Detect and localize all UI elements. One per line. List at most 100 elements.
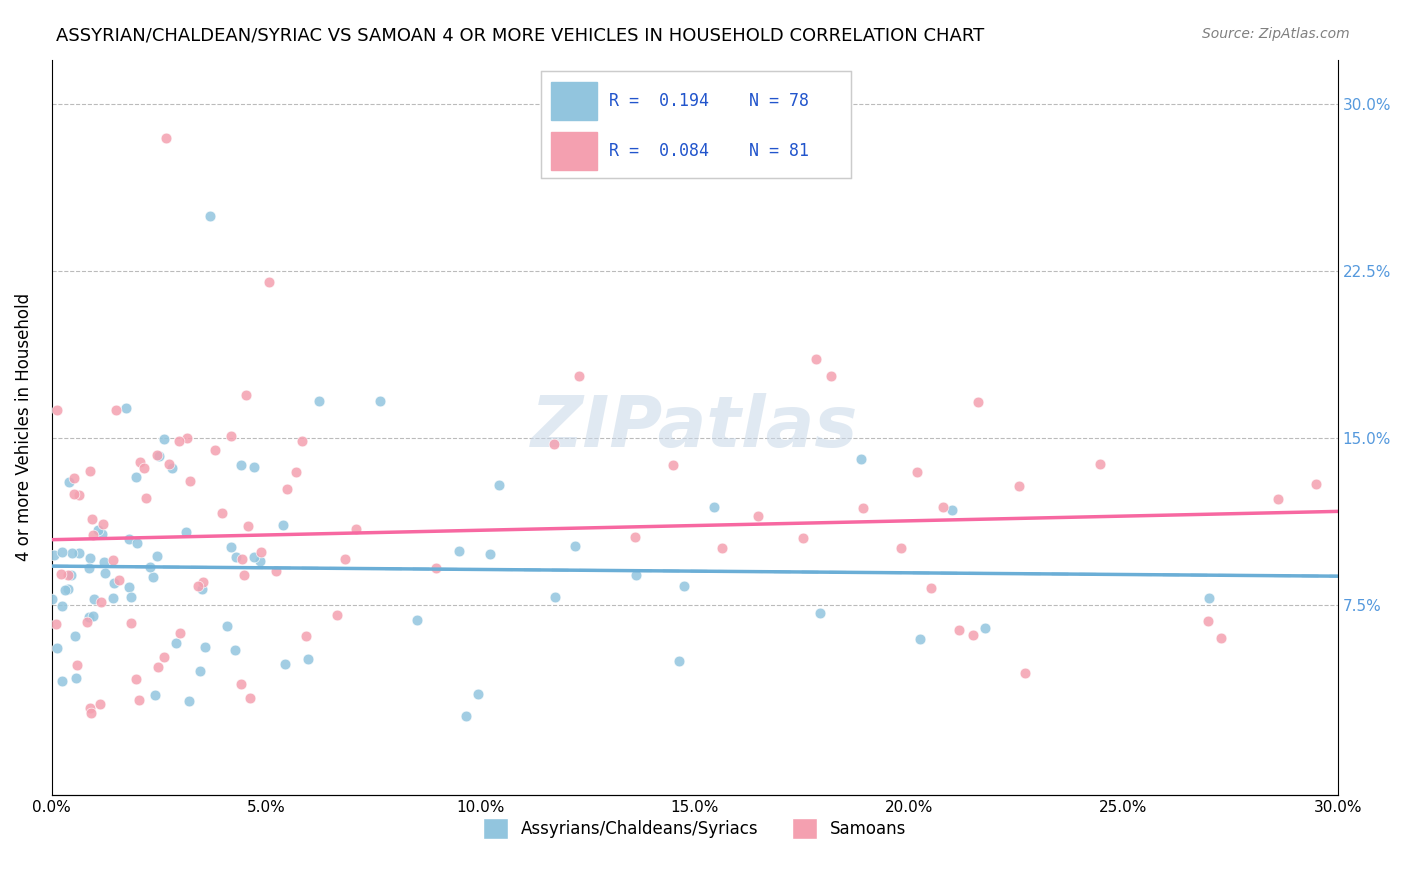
- Point: [45, 402, 67, 417]
- Point: [294, 629, 316, 643]
- Point: [243, 459, 266, 474]
- Text: Source: ZipAtlas.com: Source: ZipAtlas.com: [1202, 27, 1350, 41]
- Point: [118, 580, 141, 594]
- Point: [543, 591, 565, 605]
- Point: [890, 541, 912, 556]
- Point: [58, 475, 80, 490]
- Point: [157, 458, 180, 472]
- Point: [568, 369, 591, 384]
- Point: [82, 609, 104, 624]
- Point: [291, 434, 314, 448]
- Text: ZIPatlas: ZIPatlas: [531, 392, 859, 462]
- Point: [167, 434, 190, 449]
- Point: [1014, 666, 1036, 681]
- Point: [153, 433, 176, 447]
- Point: [668, 654, 690, 668]
- Point: [849, 451, 872, 466]
- Point: [232, 568, 254, 582]
- Point: [188, 664, 211, 678]
- Point: [447, 543, 470, 558]
- Point: [1008, 478, 1031, 492]
- Point: [808, 606, 831, 620]
- Point: [53, 583, 76, 598]
- Point: [624, 530, 647, 544]
- Point: [120, 590, 142, 604]
- Text: ASSYRIAN/CHALDEAN/SYRIAC VS SAMOAN 4 OR MORE VEHICLES IN HOUSEHOLD CORRELATION C: ASSYRIAN/CHALDEAN/SYRIAC VS SAMOAN 4 OR …: [56, 27, 984, 45]
- Point: [165, 636, 187, 650]
- Point: [219, 541, 242, 555]
- Point: [146, 549, 169, 564]
- Point: [974, 621, 997, 635]
- Point: [80, 706, 103, 721]
- Point: [308, 394, 330, 409]
- Point: [65, 629, 87, 643]
- Point: [425, 561, 447, 575]
- Point: [673, 579, 696, 593]
- Point: [948, 624, 970, 638]
- Point: [143, 688, 166, 702]
- Point: [250, 545, 273, 559]
- Text: R =  0.194    N = 78: R = 0.194 N = 78: [609, 93, 810, 111]
- Point: [49, 566, 72, 581]
- Text: R =  0.084    N = 81: R = 0.084 N = 81: [609, 142, 810, 160]
- Point: [908, 632, 931, 646]
- Point: [65, 671, 87, 685]
- Point: [51, 545, 73, 559]
- Point: [905, 465, 928, 479]
- Point: [45, 617, 67, 632]
- Point: [93, 555, 115, 569]
- Point: [191, 574, 214, 589]
- Point: [56, 567, 79, 582]
- Point: [564, 539, 586, 553]
- Point: [962, 628, 984, 642]
- Point: [479, 547, 502, 561]
- Legend: Assyrians/Chaldeans/Syriacs, Samoans: Assyrians/Chaldeans/Syriacs, Samoans: [477, 812, 914, 846]
- Point: [56, 582, 79, 596]
- Point: [941, 503, 963, 517]
- Point: [79, 561, 101, 575]
- Point: [60, 567, 83, 582]
- Point: [368, 394, 391, 409]
- Point: [94, 566, 117, 580]
- Point: [326, 607, 349, 622]
- Point: [42, 548, 65, 562]
- Point: [67, 546, 90, 560]
- Point: [129, 455, 152, 469]
- Point: [235, 388, 257, 402]
- Point: [297, 652, 319, 666]
- Point: [145, 448, 167, 462]
- Point: [108, 574, 131, 588]
- Point: [242, 549, 264, 564]
- Point: [1088, 457, 1111, 471]
- Point: [266, 564, 288, 578]
- Point: [219, 429, 242, 443]
- Point: [79, 465, 101, 479]
- Point: [543, 437, 565, 451]
- Point: [114, 401, 136, 415]
- Point: [211, 506, 233, 520]
- Point: [259, 276, 281, 290]
- Point: [249, 554, 271, 568]
- Point: [238, 518, 260, 533]
- Point: [80, 512, 103, 526]
- Point: [169, 625, 191, 640]
- Point: [215, 619, 238, 633]
- Point: [120, 616, 142, 631]
- Point: [160, 461, 183, 475]
- Point: [79, 550, 101, 565]
- Point: [406, 613, 429, 627]
- Bar: [551, 132, 598, 169]
- Point: [89, 697, 111, 711]
- Point: [142, 570, 165, 584]
- Point: [153, 650, 176, 665]
- Point: [87, 523, 110, 537]
- Point: [624, 567, 647, 582]
- Point: [852, 501, 875, 516]
- Point: [101, 591, 124, 605]
- Point: [703, 500, 725, 514]
- Point: [920, 582, 942, 596]
- Point: [125, 672, 148, 686]
- Point: [90, 595, 112, 609]
- Point: [806, 352, 828, 367]
- Point: [1305, 477, 1327, 491]
